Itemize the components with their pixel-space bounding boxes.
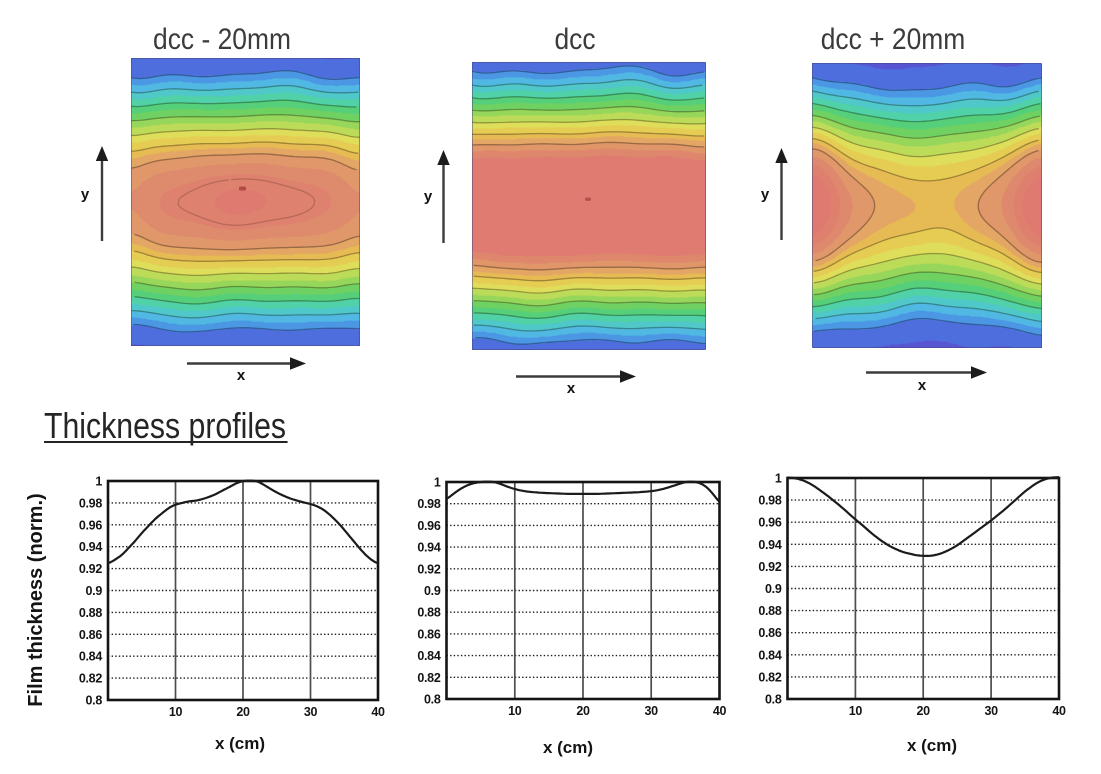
svg-text:0.96: 0.96 [79,518,102,532]
svg-text:0.9: 0.9 [86,584,103,598]
svg-text:0.96: 0.96 [417,519,440,533]
svg-text:1: 1 [775,472,782,486]
svg-text:Film thickness (norm.): Film thickness (norm.) [25,493,47,706]
svg-text:0.8: 0.8 [86,694,103,708]
svg-text:1: 1 [95,475,102,489]
svg-text:40: 40 [371,705,385,719]
svg-text:10: 10 [849,704,863,718]
svg-text:x: x [237,367,246,384]
svg-text:0.88: 0.88 [79,606,102,620]
svg-text:1: 1 [434,476,441,490]
svg-text:0.82: 0.82 [417,671,440,685]
svg-text:0.84: 0.84 [417,649,440,663]
svg-text:y: y [81,186,90,203]
svg-text:30: 30 [984,704,998,718]
svg-text:0.82: 0.82 [758,670,781,684]
svg-text:0.94: 0.94 [758,538,781,552]
svg-text:0.96: 0.96 [758,516,781,530]
svg-text:10: 10 [508,704,522,718]
svg-text:0.94: 0.94 [417,541,440,555]
svg-text:y: y [424,188,433,205]
svg-text:0.84: 0.84 [758,648,781,662]
svg-text:0.94: 0.94 [79,540,102,554]
svg-text:0.88: 0.88 [758,604,781,618]
svg-text:x (cm): x (cm) [543,738,593,757]
svg-text:20: 20 [236,705,250,719]
svg-text:0.88: 0.88 [417,606,440,620]
svg-text:30: 30 [645,704,659,718]
svg-text:x: x [918,377,927,394]
svg-text:x (cm): x (cm) [215,734,265,753]
svg-text:0.86: 0.86 [758,626,781,640]
svg-text:40: 40 [1052,704,1066,718]
svg-text:0.86: 0.86 [79,628,102,642]
svg-text:40: 40 [713,704,727,718]
svg-text:0.86: 0.86 [417,627,440,641]
svg-text:0.82: 0.82 [79,672,102,686]
svg-text:0.8: 0.8 [424,693,441,707]
svg-text:0.92: 0.92 [79,562,102,576]
svg-text:0.9: 0.9 [424,584,441,598]
svg-text:0.9: 0.9 [765,582,782,596]
svg-text:0.98: 0.98 [79,496,102,510]
svg-text:x (cm): x (cm) [907,736,957,755]
svg-text:0.98: 0.98 [758,494,781,508]
svg-text:0.92: 0.92 [417,562,440,576]
svg-text:30: 30 [304,705,318,719]
svg-text:y: y [761,186,770,203]
svg-text:10: 10 [169,705,183,719]
svg-text:20: 20 [917,704,931,718]
svg-text:0.8: 0.8 [765,693,782,707]
svg-text:0.84: 0.84 [79,650,102,664]
svg-text:0.98: 0.98 [417,497,440,511]
svg-text:20: 20 [576,704,590,718]
svg-text:0.92: 0.92 [758,560,781,574]
svg-text:x: x [567,380,576,397]
